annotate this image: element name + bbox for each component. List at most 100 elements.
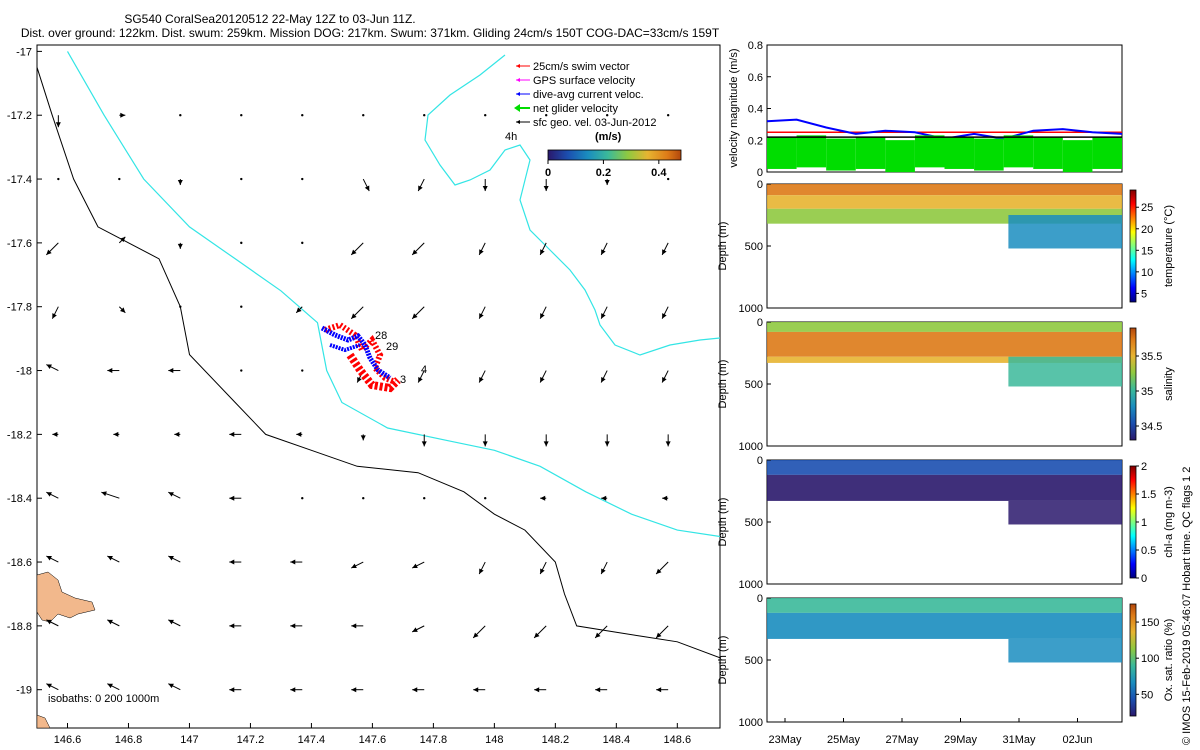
track-label: 28	[375, 330, 387, 342]
chart-title: SG540 CoralSea20120512 22-May 12Z to 03-…	[124, 12, 416, 26]
current-arrow	[600, 306, 608, 319]
current-arrow	[179, 114, 182, 117]
depth-panel: 0 500 1000 Depth (m) 0 0.5 1 1.5 2 chl-a (mg m-3)	[717, 455, 1175, 591]
depth-section-band	[767, 356, 1122, 363]
current-arrow	[101, 491, 120, 499]
date-tick-label: 31May	[1002, 734, 1036, 746]
current-arrow	[113, 431, 120, 437]
deep-dive-band	[1008, 638, 1122, 663]
depth-panel: 0 500 1000 Depth (m) 50 100 150 Ox. sat. ratio …	[717, 593, 1175, 729]
deep-dive-band	[1008, 356, 1122, 387]
colorbar-tick-label: 2	[1141, 461, 1147, 473]
current-arrow	[168, 491, 181, 499]
map-y-tick-label: -17.2	[7, 110, 32, 122]
current-arrow	[533, 625, 547, 639]
legend-entry: GPS surface velocity	[516, 75, 636, 87]
colorbar-tick-label: 0.5	[1141, 545, 1156, 557]
depth-section-band	[767, 474, 1122, 501]
current-arrow	[46, 555, 59, 563]
current-arrow	[655, 625, 669, 639]
net-velocity-band	[1092, 136, 1122, 169]
current-arrow	[290, 559, 303, 565]
depth-y-tick-label: 500	[745, 379, 763, 391]
net-velocity-band	[944, 136, 975, 169]
current-arrow	[605, 114, 609, 117]
current-arrow	[46, 491, 59, 499]
current-arrow	[119, 112, 126, 118]
map-x-tick-label: 148.2	[542, 734, 570, 746]
current-arrow	[661, 242, 669, 256]
current-arrow	[539, 306, 547, 319]
velocity-ylabel: velocity magnitude (m/s)	[728, 48, 740, 167]
current-arrow	[472, 625, 486, 639]
map-x-tick-label: 147	[180, 734, 198, 746]
current-arrow	[229, 495, 242, 501]
current-arrow	[118, 177, 121, 181]
svg-text:GPS surface velocity: GPS surface velocity	[533, 75, 636, 87]
svg-text:net glider velocity: net glider velocity	[533, 103, 618, 115]
svg-text:sfc geo. vel. 03-Jun-2012: sfc geo. vel. 03-Jun-2012	[533, 117, 657, 129]
current-arrow	[411, 306, 425, 320]
coastline-contour	[424, 54, 720, 356]
legend-entry: dive-avg current veloc.	[516, 89, 644, 101]
current-arrow	[168, 683, 181, 691]
depth-y-tick-label: 1000	[739, 579, 763, 591]
current-arrow	[540, 495, 547, 501]
colorbar-label: salinity	[1163, 367, 1175, 401]
current-arrow	[482, 179, 488, 192]
current-arrow	[484, 114, 487, 117]
map-x-tick-label: 147.4	[298, 734, 326, 746]
legend-entry: 25cm/s swim vector	[516, 61, 630, 73]
current-arrow	[168, 619, 181, 627]
depth-y-tick-label: 1000	[739, 441, 763, 453]
current-arrow	[350, 306, 364, 320]
current-arrow	[51, 306, 59, 319]
current-arrow	[57, 177, 60, 181]
depth-colorbar	[1129, 603, 1137, 717]
current-map: 28 29 3 4 146.6 146.8 147 147.2 147.4 147.6 14…	[7, 44, 721, 746]
map-y-tick-label: -18.2	[7, 429, 32, 441]
current-arrow	[295, 306, 303, 314]
map-y-tick-label: -18.4	[7, 493, 32, 505]
track-label: 4	[421, 364, 427, 376]
map-y-tick-label: -19	[16, 685, 32, 697]
velocity-panel: 0 0.2 0.4 0.6 0.8 velocity magnitude (m/s)	[728, 40, 1123, 179]
current-arrow	[478, 242, 486, 256]
depth-section-band	[767, 612, 1122, 639]
current-arrow	[478, 561, 486, 575]
depth-y-tick-label: 0	[757, 179, 763, 191]
current-arrow	[351, 687, 364, 693]
current-arrow	[417, 178, 425, 192]
current-arrow	[604, 434, 610, 447]
map-y-tick-label: -18	[16, 366, 32, 378]
current-arrow	[543, 179, 549, 192]
current-arrow	[362, 114, 365, 117]
current-arrow	[655, 561, 669, 575]
depth-y-tick-label: 0	[757, 455, 763, 467]
depth-y-tick-label: 500	[745, 241, 763, 253]
speed-colorbar: 4h (m/s) 0 0.2 0.4	[505, 131, 682, 179]
current-arrow	[301, 177, 304, 181]
current-arrow	[411, 242, 425, 256]
current-arrow	[107, 555, 120, 563]
current-arrow	[240, 369, 243, 372]
depth-y-tick-label: 500	[745, 655, 763, 667]
current-arrow	[601, 495, 608, 501]
map-y-tick-label: -17.8	[7, 302, 32, 314]
current-arrow	[168, 555, 181, 563]
map-x-tick-label: 148.4	[603, 734, 631, 746]
date-tick-label: 02Jun	[1063, 734, 1093, 746]
current-arrow	[55, 115, 61, 128]
colorbar-tick-label: 35.5	[1141, 351, 1162, 363]
current-arrow	[240, 114, 243, 117]
depth-colorbar	[1129, 189, 1137, 303]
depth-y-tick-label: 1000	[739, 717, 763, 729]
date-tick-label: 23May	[768, 734, 802, 746]
current-arrow	[534, 687, 547, 693]
current-arrow	[240, 241, 243, 245]
map-y-tick-label: -17.4	[7, 174, 32, 186]
current-arrow	[482, 434, 488, 447]
current-arrow	[107, 368, 120, 374]
depth-section-band	[767, 460, 1122, 475]
